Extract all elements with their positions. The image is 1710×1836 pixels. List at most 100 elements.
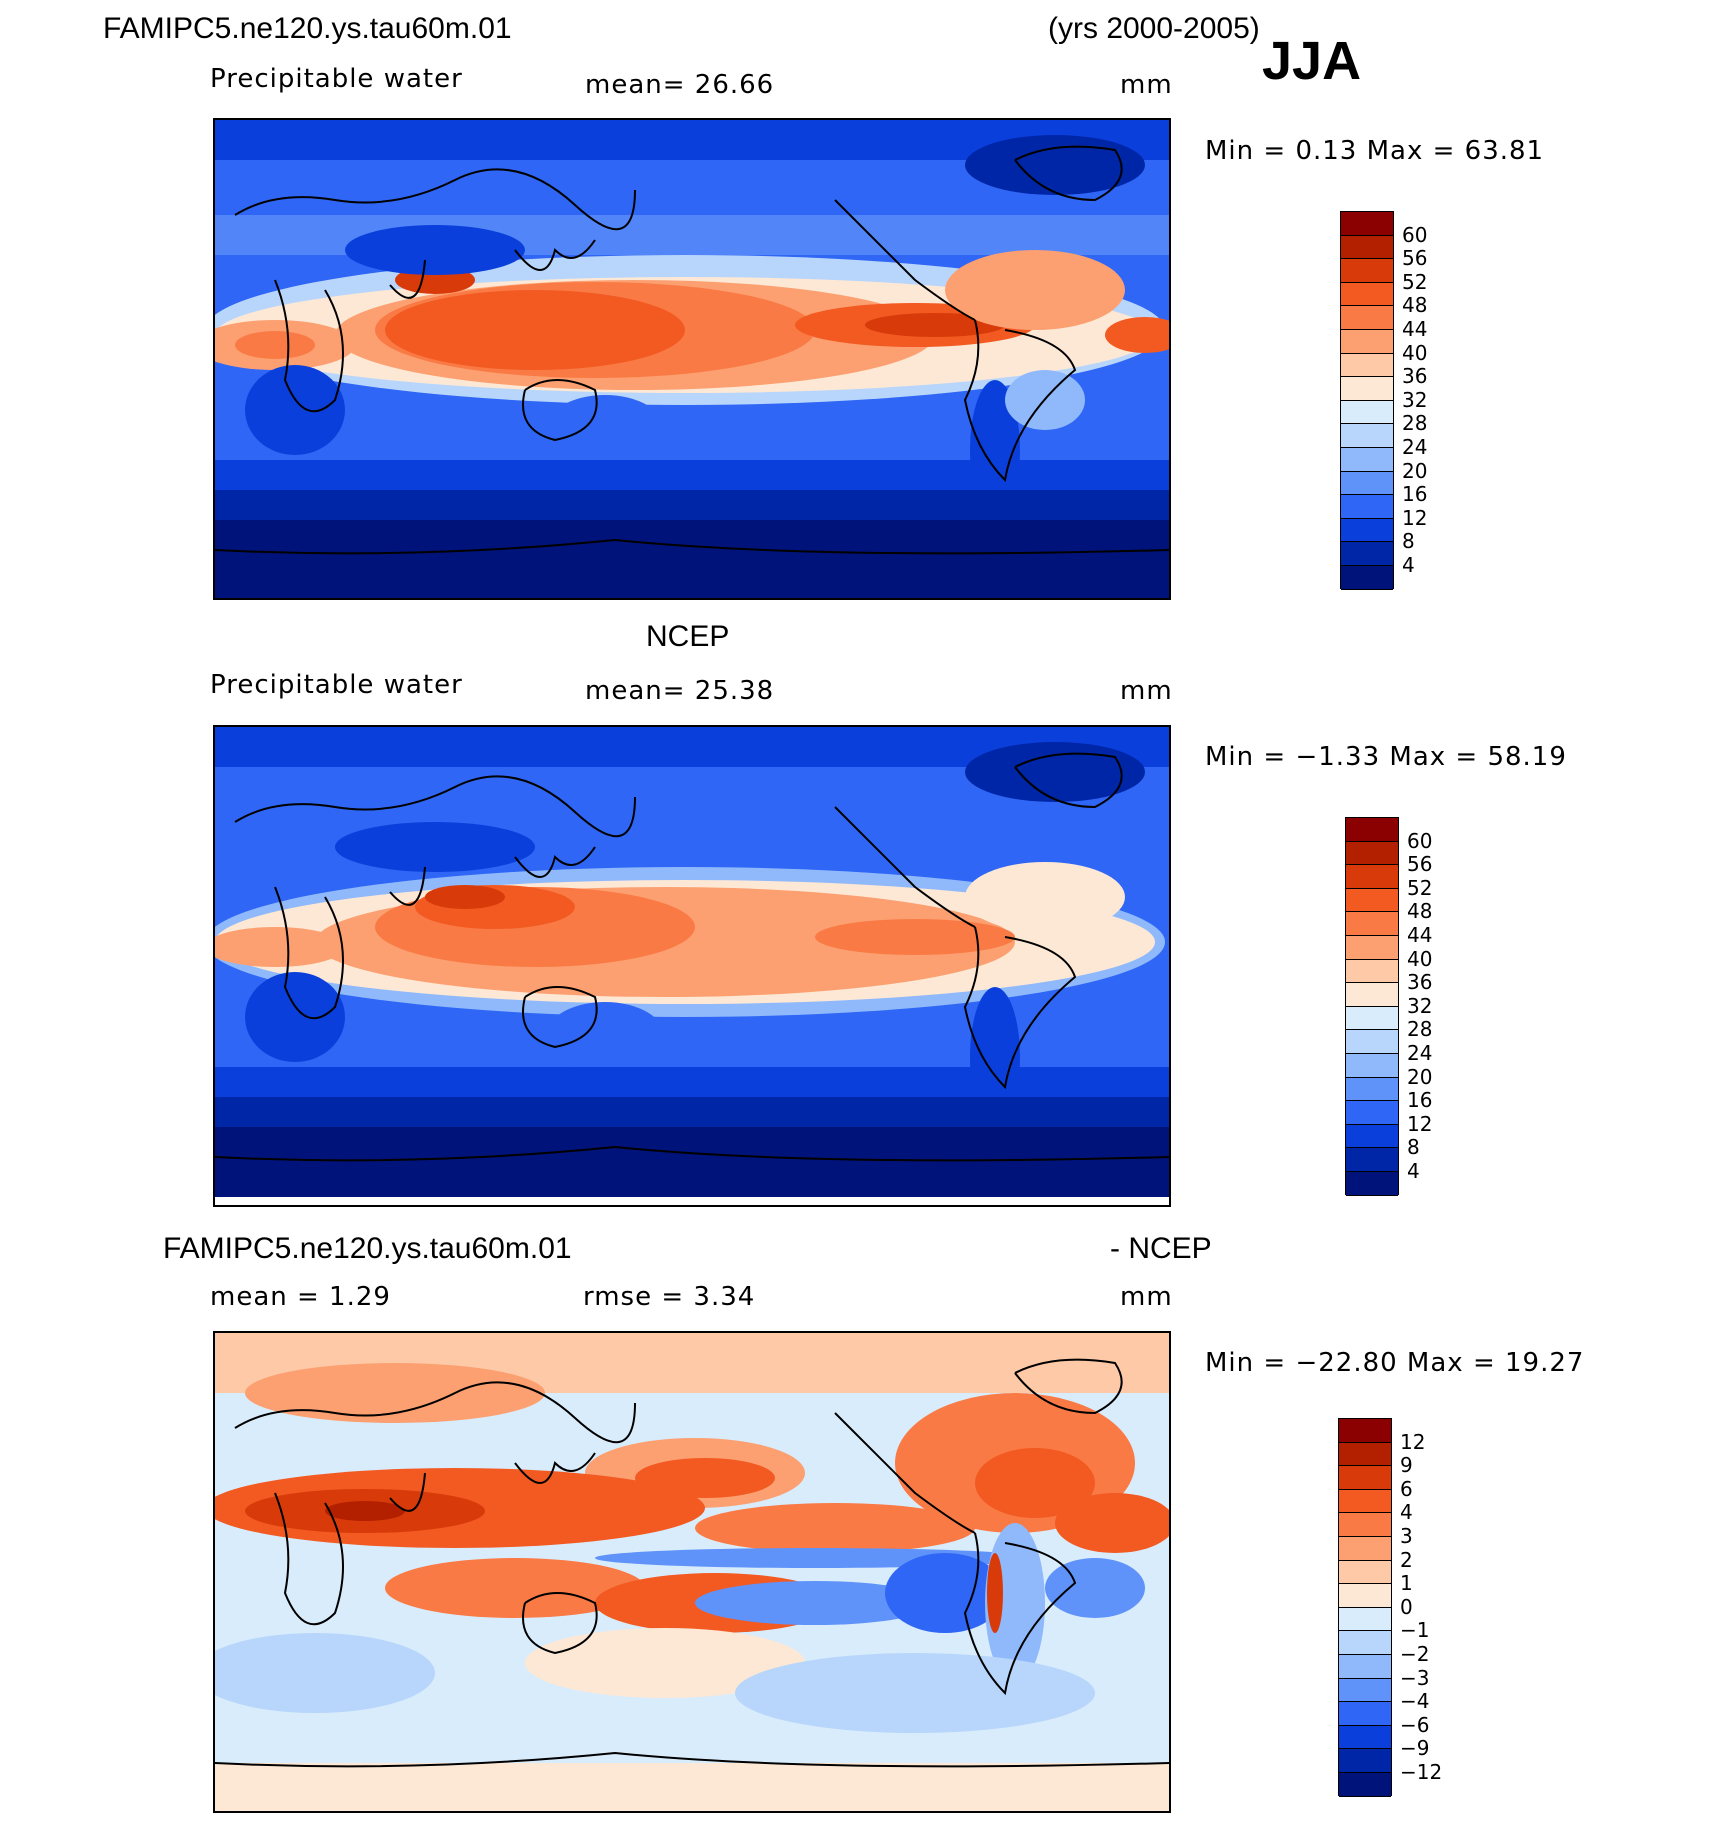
colorbar-bin — [1346, 959, 1398, 984]
panel-title-right: - NCEP — [1110, 1232, 1212, 1265]
colorbar-label: 4 — [1402, 553, 1415, 577]
diff-map — [213, 1331, 1171, 1813]
colorbar-bin — [1341, 495, 1393, 519]
colorbar-bin — [1339, 1584, 1391, 1608]
colorbar-label: 56 — [1402, 246, 1428, 271]
mean-label: mean= 26.66 — [585, 70, 775, 100]
minmax-label: Min = 0.13 Max = 63.81 — [1205, 136, 1545, 166]
colorbar-box — [1340, 211, 1394, 590]
colorbar-label: −1 — [1400, 1618, 1430, 1643]
colorbar-label: 4 — [1407, 1159, 1420, 1183]
model-map-field — [215, 120, 1169, 598]
colorbar-label: 3 — [1400, 1524, 1413, 1548]
panel-title-left: FAMIPC5.ne120.ys.tau60m.01 — [163, 1232, 572, 1265]
diff-map-field — [215, 1333, 1169, 1811]
years-label: (yrs 2000-2005) — [1048, 12, 1260, 45]
colorbar-bin — [1339, 1655, 1391, 1679]
colorbar-label: 9 — [1400, 1453, 1413, 1478]
case-title: FAMIPC5.ne120.ys.tau60m.01 — [103, 12, 512, 45]
colorbar-label: −4 — [1400, 1689, 1430, 1714]
variable-label: Precipitable water — [210, 64, 463, 94]
colorbar-bin — [1346, 1030, 1398, 1054]
obs-map — [213, 725, 1171, 1207]
colorbar-bin — [1346, 1054, 1398, 1078]
colorbar-label: 52 — [1402, 269, 1428, 294]
colorbar-label: 24 — [1402, 435, 1428, 459]
colorbar-label: 28 — [1402, 411, 1428, 436]
colorbar-label: 56 — [1407, 852, 1433, 877]
colorbar-label: −6 — [1400, 1712, 1430, 1737]
colorbar-label: 12 — [1402, 505, 1428, 530]
colorbar-bin — [1346, 1101, 1398, 1125]
colorbar-bin — [1341, 566, 1393, 590]
colorbar-label: −3 — [1400, 1665, 1430, 1690]
colorbar-bin — [1339, 1702, 1391, 1726]
colorbar-label: 2 — [1400, 1547, 1413, 1572]
colorbar-bin — [1346, 1006, 1398, 1031]
colorbar-label: 44 — [1402, 317, 1428, 341]
units-label: mm — [1120, 676, 1173, 706]
rmse-label: rmse = 3.34 — [583, 1282, 756, 1312]
units-label: mm — [1120, 70, 1173, 100]
colorbar-label: −9 — [1400, 1736, 1430, 1761]
colorbar-bin — [1341, 212, 1393, 236]
colorbar-bin — [1339, 1725, 1391, 1750]
colorbar-label: 20 — [1402, 458, 1428, 483]
colorbar-bin — [1339, 1513, 1391, 1537]
colorbar-bin — [1341, 282, 1393, 307]
colorbar-label: 48 — [1402, 293, 1428, 318]
colorbar-bin — [1346, 1148, 1398, 1172]
mean-label: mean= 25.38 — [585, 676, 775, 706]
colorbar-bin — [1346, 936, 1398, 960]
colorbar-bin — [1341, 518, 1393, 543]
colorbar-bin — [1339, 1749, 1391, 1773]
colorbar-bin — [1341, 448, 1393, 472]
colorbar-bin — [1341, 542, 1393, 566]
colorbar-bin — [1339, 1442, 1391, 1467]
colorbar-label: 32 — [1407, 993, 1433, 1018]
colorbar-bin — [1339, 1537, 1391, 1561]
minmax-label: Min = −1.33 Max = 58.19 — [1205, 742, 1567, 772]
colorbar-label: 40 — [1402, 340, 1428, 365]
colorbar-bin — [1346, 818, 1398, 842]
colorbar-box — [1338, 1418, 1392, 1797]
colorbar-label: −2 — [1400, 1642, 1430, 1666]
colorbar-bin — [1346, 912, 1398, 936]
colorbar-bin — [1341, 400, 1393, 425]
colorbar-label: 16 — [1407, 1088, 1433, 1113]
colorbar-label: 4 — [1400, 1500, 1413, 1525]
colorbar-label: 16 — [1402, 482, 1428, 507]
colorbar-bin — [1339, 1678, 1391, 1703]
minmax-label: Min = −22.80 Max = 19.27 — [1205, 1348, 1585, 1378]
colorbar-bin — [1346, 865, 1398, 889]
colorbar-label: 20 — [1407, 1064, 1433, 1089]
colorbar-label: 32 — [1402, 387, 1428, 412]
colorbar-label: 40 — [1407, 946, 1433, 971]
colorbar-bin — [1341, 377, 1393, 401]
colorbar-label: 8 — [1407, 1135, 1420, 1160]
colorbar-label: 36 — [1402, 364, 1428, 389]
colorbar-label: 1 — [1400, 1571, 1413, 1596]
colorbar-bin — [1339, 1607, 1391, 1632]
colorbar-box — [1345, 817, 1399, 1196]
mean-label: mean = 1.29 — [210, 1282, 391, 1312]
colorbar-bin — [1339, 1560, 1391, 1585]
colorbar-label: 28 — [1407, 1017, 1433, 1042]
colorbar-label: 48 — [1407, 899, 1433, 924]
colorbar-label: 12 — [1400, 1429, 1426, 1454]
colorbar-bin — [1341, 471, 1393, 496]
colorbar-bin — [1339, 1489, 1391, 1514]
colorbar-label: 8 — [1402, 529, 1415, 554]
panel-title: NCEP — [646, 620, 730, 653]
colorbar-label: 60 — [1402, 222, 1428, 247]
colorbar-bin — [1346, 1172, 1398, 1196]
colorbar-bin — [1346, 983, 1398, 1007]
colorbar-label: 6 — [1400, 1476, 1413, 1501]
colorbar-bin — [1346, 888, 1398, 913]
colorbar-label: 0 — [1400, 1594, 1413, 1619]
model-map — [213, 118, 1171, 600]
colorbar-bin — [1346, 1124, 1398, 1149]
colorbar-bin — [1341, 330, 1393, 354]
colorbar-label: 44 — [1407, 923, 1433, 947]
colorbar-bin — [1339, 1466, 1391, 1490]
